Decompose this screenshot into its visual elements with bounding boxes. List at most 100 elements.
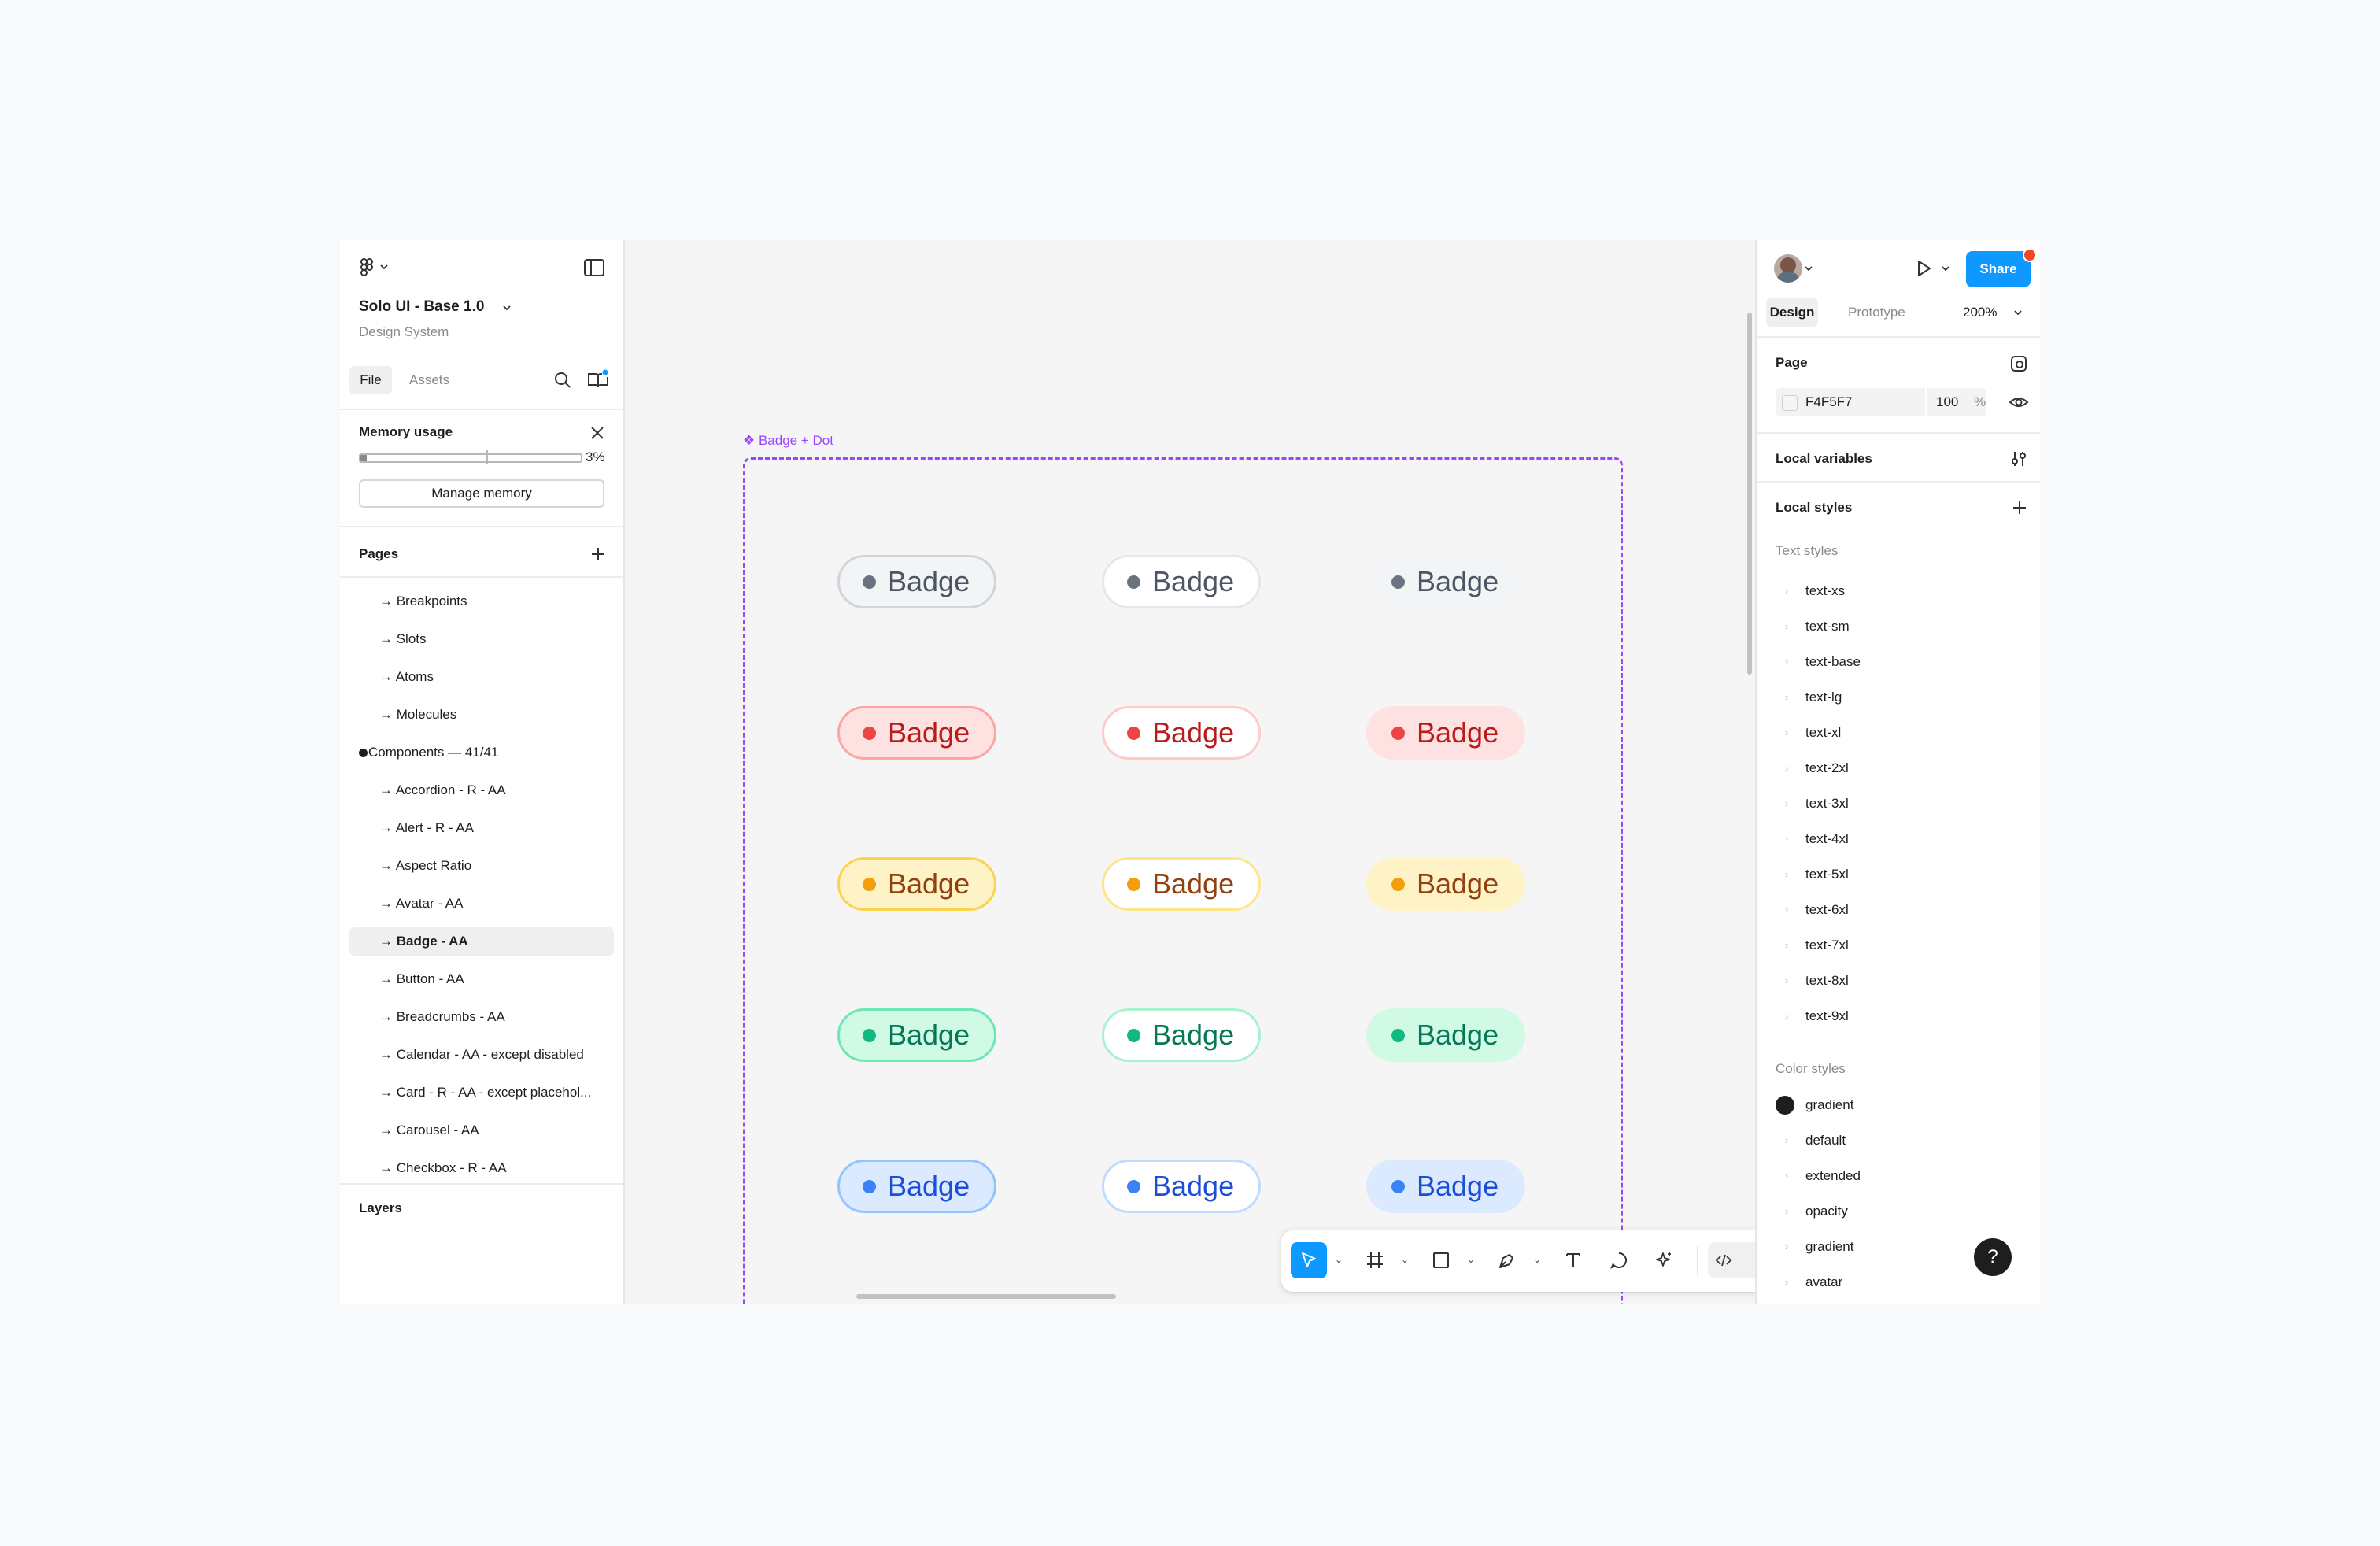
page-item[interactable]: → Molecules: [349, 701, 614, 729]
badge[interactable]: Badge: [1102, 1008, 1261, 1062]
chevron-down-icon[interactable]: [1804, 264, 1813, 272]
page-item[interactable]: → Aspect Ratio: [349, 852, 614, 880]
page-opacity-value[interactable]: 100: [1936, 394, 1959, 409]
rectangle-tool-button[interactable]: [1423, 1242, 1459, 1278]
component-set-label[interactable]: ❖ Badge + Dot: [743, 433, 833, 448]
chevron-right-icon[interactable]: ›: [1785, 1010, 1789, 1022]
page-item[interactable]: → Alert - R - AA: [349, 814, 614, 842]
page-item[interactable]: → Breadcrumbs - AA: [349, 1003, 614, 1031]
page-styles-icon[interactable]: [2010, 355, 2027, 372]
badge[interactable]: Badge: [837, 555, 996, 608]
chevron-right-icon[interactable]: ›: [1785, 1170, 1789, 1182]
page-item[interactable]: → Breakpoints: [349, 587, 614, 616]
chevron-down-icon[interactable]: ⌄: [1533, 1254, 1542, 1265]
chevron-down-icon[interactable]: [2013, 309, 2023, 316]
page-item[interactable]: → Accordion - R - AA: [349, 776, 614, 804]
badge[interactable]: Badge: [1366, 1160, 1525, 1213]
chevron-right-icon[interactable]: ›: [1785, 585, 1789, 597]
sidebar-toggle-icon[interactable]: [584, 259, 604, 276]
tool-bar: ⌄ ⌄ ⌄ ⌄: [1281, 1230, 1755, 1292]
chevron-right-icon[interactable]: ›: [1785, 1134, 1789, 1146]
add-page-icon[interactable]: [590, 546, 606, 562]
page-item[interactable]: → Atoms: [349, 663, 614, 691]
chevron-down-icon[interactable]: ⌄: [1467, 1254, 1476, 1265]
color-swatch: [1776, 1096, 1794, 1115]
page-item[interactable]: → Avatar - AA: [349, 890, 614, 918]
frame-tool-button[interactable]: [1357, 1242, 1393, 1278]
badge-label: Badge: [888, 1170, 970, 1202]
page-item[interactable]: → Button - AA: [349, 965, 614, 993]
page-item[interactable]: → Slots: [349, 625, 614, 653]
dev-mode-toggle[interactable]: [1708, 1242, 1755, 1278]
chevron-down-icon[interactable]: ⌄: [1401, 1254, 1410, 1265]
comment-tool-button[interactable]: [1601, 1242, 1637, 1278]
present-icon[interactable]: [1914, 259, 1933, 278]
manage-memory-button[interactable]: Manage memory: [359, 479, 604, 508]
badge[interactable]: Badge: [837, 1160, 996, 1213]
tab-file[interactable]: File: [349, 366, 392, 394]
file-title[interactable]: Solo UI - Base 1.0: [359, 298, 485, 315]
chevron-right-icon[interactable]: ›: [1785, 797, 1789, 809]
page-item[interactable]: → Carousel - AA: [349, 1116, 614, 1145]
chevron-right-icon[interactable]: ›: [1785, 868, 1789, 880]
tab-assets[interactable]: Assets: [409, 372, 450, 387]
horizontal-scrollbar[interactable]: [856, 1294, 1116, 1299]
search-icon[interactable]: [554, 372, 571, 389]
help-button[interactable]: ?: [1974, 1238, 2012, 1276]
chevron-right-icon[interactable]: ›: [1785, 1241, 1789, 1252]
badge[interactable]: Badge: [837, 1008, 996, 1062]
chevron-right-icon[interactable]: ›: [1785, 904, 1789, 915]
share-button[interactable]: Share: [1966, 251, 2031, 287]
library-icon[interactable]: [587, 369, 609, 390]
chevron-right-icon[interactable]: ›: [1785, 762, 1789, 774]
page-item[interactable]: Components — 41/41: [349, 738, 614, 767]
vertical-scrollbar[interactable]: [1747, 313, 1752, 675]
figma-menu-icon[interactable]: [359, 257, 394, 278]
close-icon[interactable]: [590, 426, 604, 440]
local-variables-title[interactable]: Local variables: [1776, 451, 1872, 466]
page-color-field[interactable]: F4F5F7 100 %: [1776, 388, 1986, 416]
badge[interactable]: Badge: [1102, 857, 1261, 911]
badge[interactable]: Badge: [1102, 706, 1261, 760]
chevron-down-icon[interactable]: ⌄: [1335, 1254, 1343, 1265]
page-item[interactable]: → Checkbox - R - AA: [349, 1154, 614, 1182]
badge[interactable]: Badge: [1366, 857, 1525, 911]
chevron-down-icon[interactable]: [1941, 264, 1950, 272]
chevron-right-icon[interactable]: ›: [1785, 656, 1789, 668]
component-set-frame[interactable]: [743, 457, 1623, 1304]
add-style-icon[interactable]: [2012, 500, 2027, 516]
badge[interactable]: Badge: [1366, 706, 1525, 760]
move-tool-button[interactable]: [1291, 1242, 1327, 1278]
chevron-right-icon[interactable]: ›: [1785, 1276, 1789, 1288]
badge[interactable]: Badge: [1102, 1160, 1261, 1213]
badge[interactable]: Badge: [1366, 555, 1525, 608]
text-tool-button[interactable]: [1555, 1242, 1591, 1278]
chevron-right-icon[interactable]: ›: [1785, 1205, 1789, 1217]
chevron-right-icon[interactable]: ›: [1785, 939, 1789, 951]
canvas[interactable]: ❖ Badge + Dot Badge Badge Badge Badge Badge B…: [625, 240, 1755, 1304]
page-color-value[interactable]: F4F5F7: [1805, 394, 1853, 409]
actions-tool-button[interactable]: [1646, 1242, 1683, 1278]
badge[interactable]: Badge: [837, 857, 996, 911]
badge[interactable]: Badge: [1102, 555, 1261, 608]
zoom-level[interactable]: 200%: [1963, 305, 1998, 320]
chevron-right-icon[interactable]: ›: [1785, 975, 1789, 986]
chevron-right-icon[interactable]: ›: [1785, 833, 1789, 845]
color-swatch[interactable]: [1782, 395, 1798, 411]
tab-design[interactable]: Design: [1766, 298, 1818, 327]
chevron-right-icon[interactable]: ›: [1785, 620, 1789, 632]
pen-tool-button[interactable]: [1489, 1242, 1525, 1278]
chevron-down-icon[interactable]: [502, 304, 512, 312]
chevron-right-icon[interactable]: ›: [1785, 691, 1789, 703]
eye-icon[interactable]: [2009, 394, 2029, 410]
page-item[interactable]: → Card - R - AA - except placehol...: [349, 1078, 614, 1107]
tab-prototype[interactable]: Prototype: [1848, 305, 1905, 320]
variables-icon[interactable]: [2010, 450, 2027, 468]
page-item[interactable]: → Calendar - AA - except disabled: [349, 1041, 614, 1069]
badge[interactable]: Badge: [837, 706, 996, 760]
text-style-label: text-2xl: [1805, 760, 1849, 775]
page-item[interactable]: → Badge - AA: [349, 927, 614, 956]
avatar[interactable]: [1774, 254, 1802, 283]
chevron-right-icon[interactable]: ›: [1785, 727, 1789, 738]
badge[interactable]: Badge: [1366, 1008, 1525, 1062]
